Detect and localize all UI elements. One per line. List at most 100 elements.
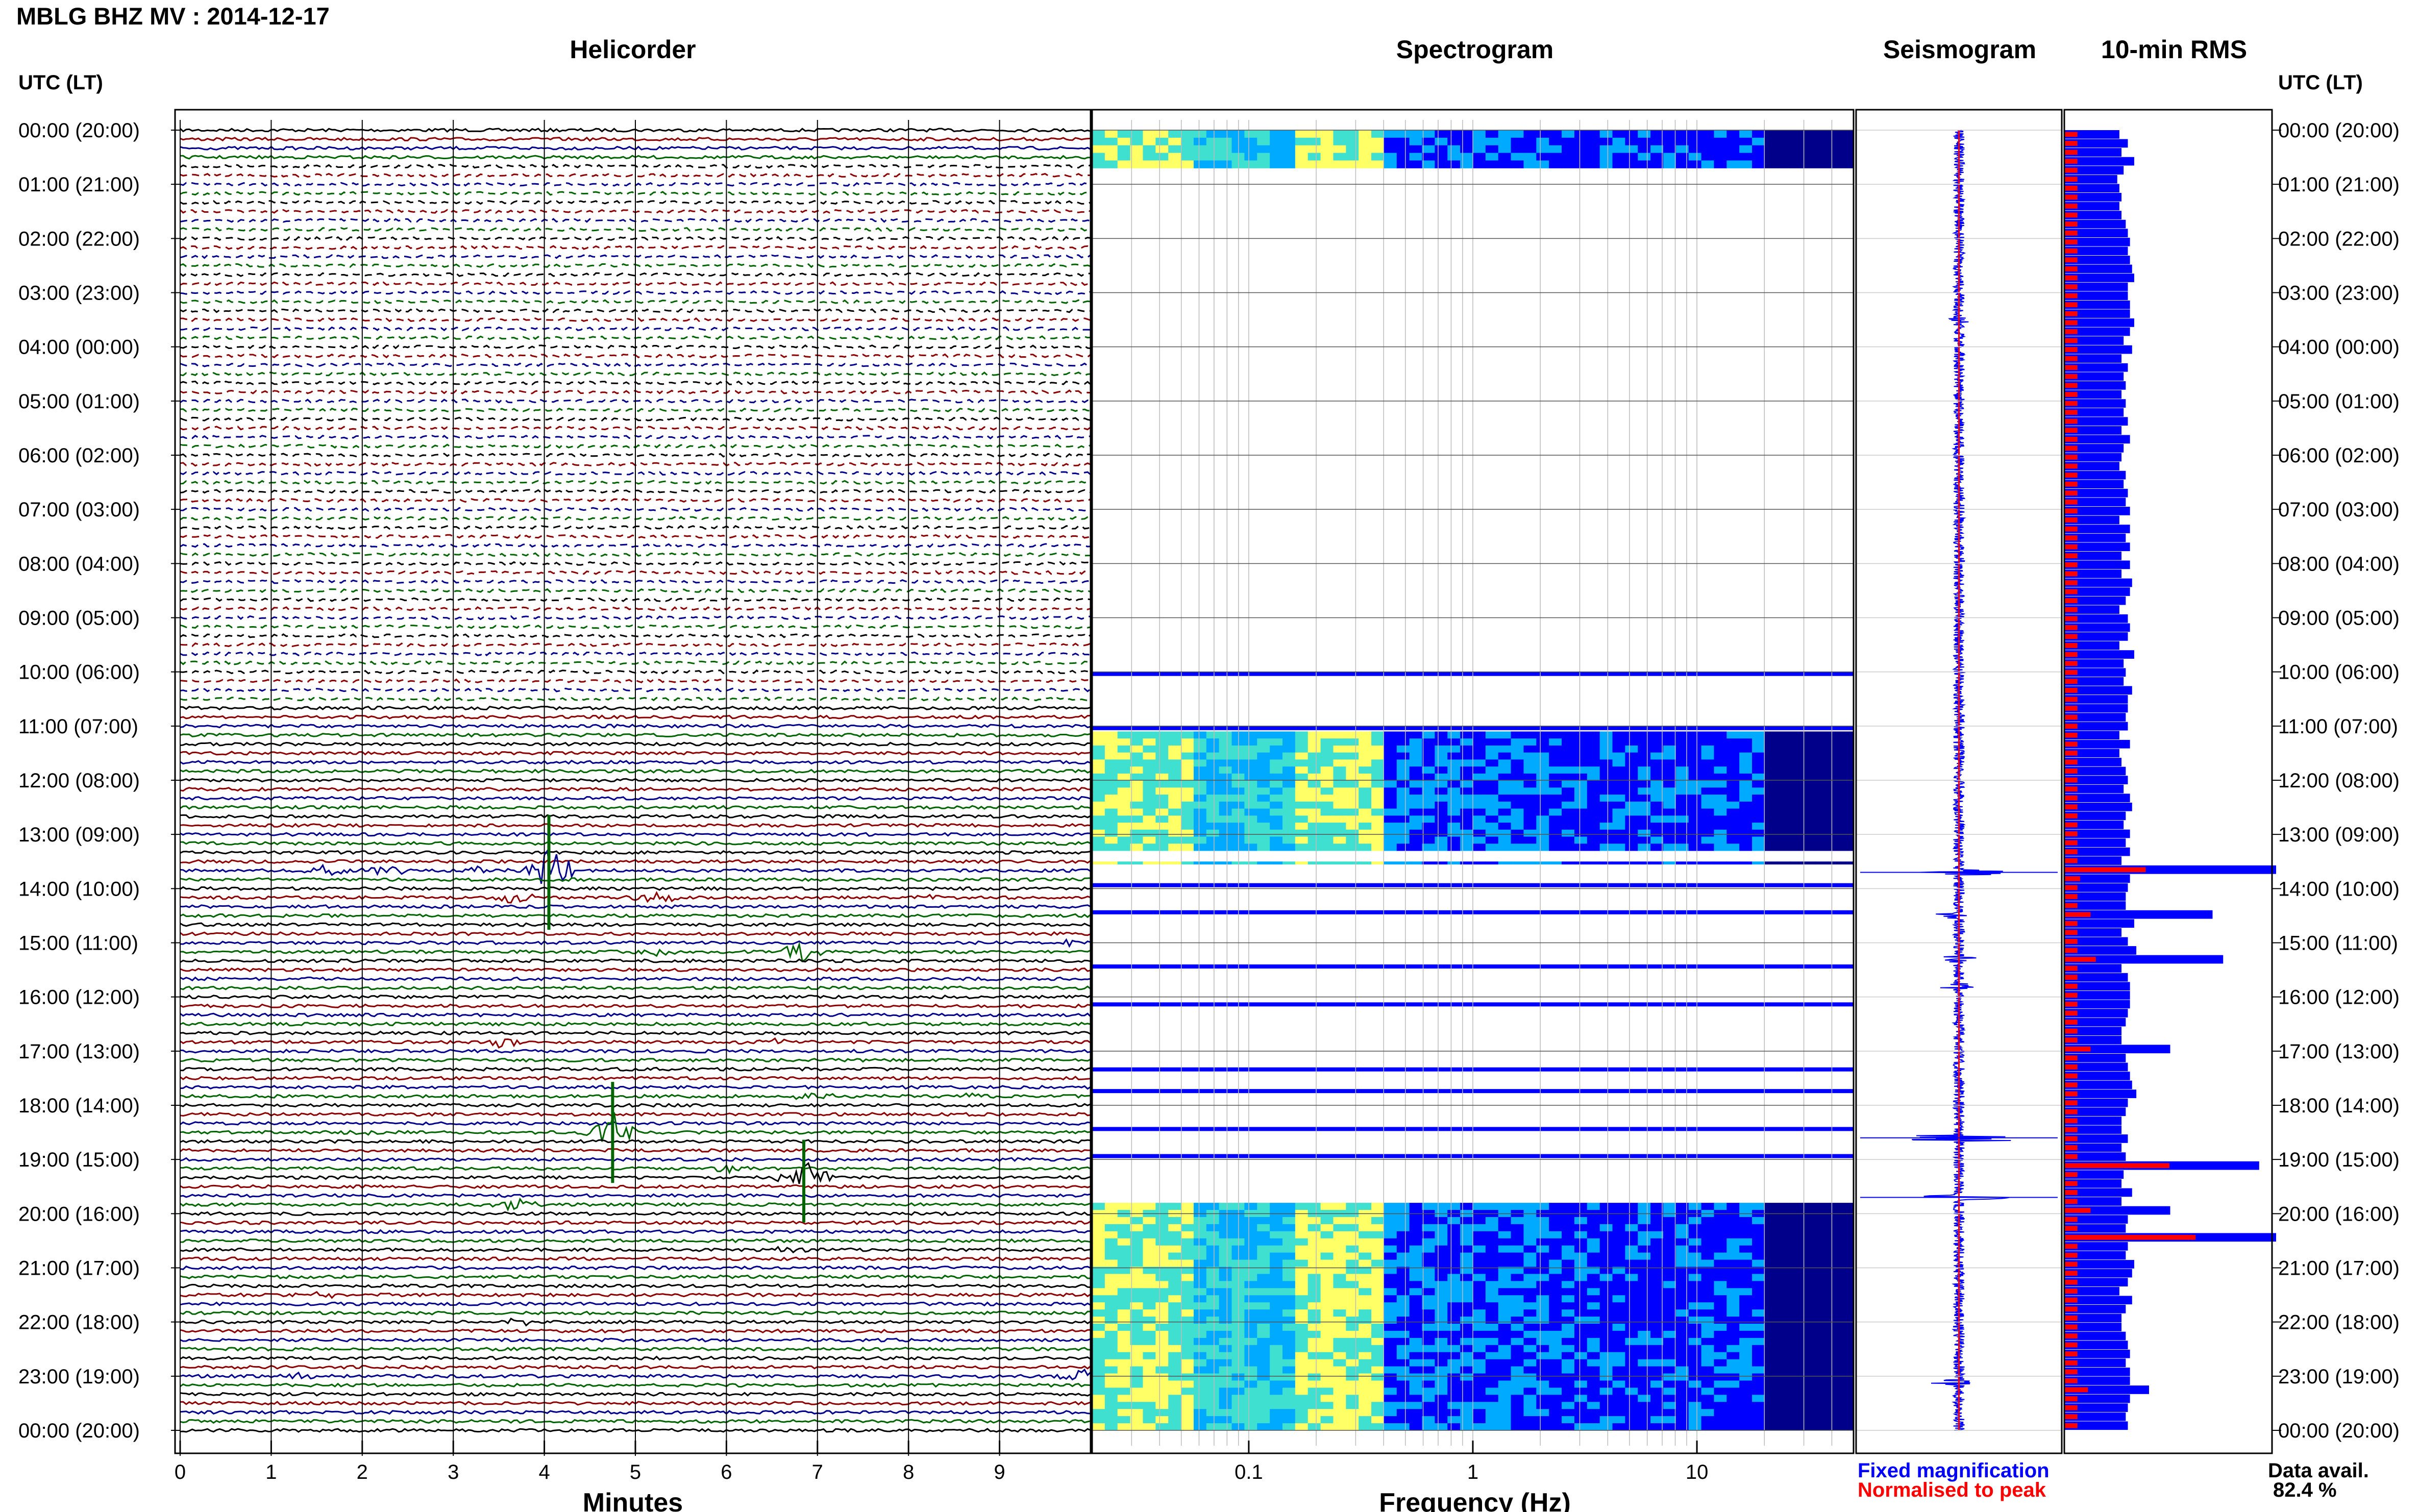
spectrogram-cell bbox=[1473, 1345, 1486, 1353]
spectrogram-cell bbox=[1498, 1245, 1512, 1253]
spectrogram-cell bbox=[1815, 795, 1829, 802]
spectrogram-cell bbox=[1739, 1373, 1752, 1381]
spectrogram-cell bbox=[1295, 1380, 1309, 1388]
spectrogram-cell bbox=[1714, 1317, 1727, 1324]
spectrogram-cell bbox=[1117, 1395, 1131, 1402]
spectrogram-cell bbox=[1777, 759, 1791, 767]
spectrogram-cell bbox=[1625, 1309, 1638, 1317]
spectrogram-cell bbox=[1752, 780, 1765, 788]
spectrogram-cell bbox=[1320, 773, 1334, 781]
spectrogram-tick-label: 0.1 bbox=[1235, 1461, 1263, 1483]
spectrogram-cell bbox=[1650, 787, 1664, 795]
spectrogram-cell bbox=[1257, 1267, 1270, 1274]
spectrogram-cell bbox=[1701, 1323, 1714, 1331]
spectrogram-cell bbox=[1828, 823, 1841, 830]
hour-label-left: 15:00 (11:00) bbox=[18, 932, 138, 955]
spectrogram-cell bbox=[1435, 1352, 1448, 1360]
spectrogram-cell bbox=[1688, 1323, 1702, 1331]
spectrogram-cell bbox=[1257, 1395, 1270, 1402]
spectrogram-cell bbox=[1574, 1238, 1588, 1246]
rms-bar-fixed bbox=[2064, 1269, 2132, 1278]
spectrogram-cell bbox=[1143, 829, 1156, 837]
spectrogram-cell bbox=[1675, 1281, 1689, 1288]
spectrogram-cell bbox=[1562, 745, 1575, 753]
spectrogram-cell bbox=[1523, 795, 1537, 802]
spectrogram-cell bbox=[1815, 861, 1829, 865]
spectrogram-cell bbox=[1599, 1359, 1613, 1367]
spectrogram-cell bbox=[1714, 1238, 1727, 1246]
spectrogram-cell bbox=[1599, 137, 1613, 146]
spectrogram-cell bbox=[1675, 130, 1689, 138]
spectrogram-cell bbox=[1206, 1423, 1220, 1431]
chart-title: MBLG BHZ MV : 2014-12-17 bbox=[16, 3, 330, 30]
spectrogram-cell bbox=[1270, 1416, 1283, 1424]
spectrogram-cell bbox=[1701, 808, 1714, 816]
spectrogram-cell bbox=[1244, 766, 1257, 774]
spectrogram-cell bbox=[1320, 1231, 1334, 1239]
spectrogram-cell bbox=[1244, 1203, 1257, 1210]
spectrogram-cell bbox=[1498, 1252, 1512, 1260]
spectrogram-cell bbox=[1612, 801, 1625, 809]
spectrogram-cell bbox=[1790, 1337, 1804, 1346]
spectrogram-cell bbox=[1663, 766, 1676, 774]
spectrogram-cell bbox=[1257, 137, 1270, 146]
spectrogram-cell bbox=[1752, 801, 1765, 809]
rms-bar-normalised bbox=[2064, 1306, 2078, 1312]
spectrogram-cell bbox=[1790, 1352, 1804, 1360]
spectrogram-cell bbox=[1282, 1217, 1296, 1225]
spectrogram-cell bbox=[1815, 801, 1829, 809]
hour-label-left: 20:00 (16:00) bbox=[18, 1203, 140, 1225]
spectrogram-cell bbox=[1359, 1238, 1372, 1246]
spectrogram-cell bbox=[1498, 1203, 1512, 1210]
spectrogram-cell bbox=[1574, 780, 1588, 788]
spectrogram-cell bbox=[1104, 1387, 1118, 1395]
spectrogram-cell bbox=[1752, 844, 1765, 851]
spectrogram-cell bbox=[1409, 795, 1423, 802]
spectrogram-cell bbox=[1511, 1245, 1524, 1253]
spectrogram-cell bbox=[1549, 1309, 1562, 1317]
spectrogram-cell bbox=[1206, 1252, 1220, 1260]
spectrogram-cell bbox=[1409, 1267, 1423, 1274]
spectrogram-cell bbox=[1270, 815, 1283, 823]
spectrogram-cell bbox=[1155, 795, 1169, 802]
spectrogram-cell bbox=[1117, 823, 1131, 830]
spectrogram-cell bbox=[1675, 1395, 1689, 1402]
spectrogram-cell bbox=[1815, 1259, 1829, 1268]
spectrogram-cell bbox=[1371, 1330, 1385, 1339]
spectrogram-cell bbox=[1257, 738, 1270, 746]
spectrogram-cell bbox=[1498, 137, 1512, 146]
spectrogram-cell bbox=[1359, 153, 1372, 161]
spectrogram-cell bbox=[1612, 829, 1625, 837]
spectrogram-cell bbox=[1828, 1302, 1841, 1310]
spectrogram-cell bbox=[1701, 1295, 1714, 1303]
rms-bar-normalised bbox=[2064, 1100, 2078, 1105]
spectrogram-cell bbox=[1574, 1380, 1588, 1388]
spectrogram-cell bbox=[1777, 1366, 1791, 1374]
spectrogram-cell bbox=[1181, 829, 1194, 837]
spectrogram-cell bbox=[1359, 836, 1372, 844]
spectrogram-cell bbox=[1333, 1224, 1346, 1232]
spectrogram-cell bbox=[1777, 130, 1791, 138]
spectrogram-cell bbox=[1650, 145, 1664, 154]
spectrogram-cell bbox=[1739, 745, 1752, 753]
spectrogram-cell bbox=[1117, 780, 1131, 788]
spectrogram-cell bbox=[1257, 145, 1270, 154]
spectrogram-cell bbox=[1447, 773, 1461, 781]
spectrogram-cell bbox=[1828, 844, 1841, 851]
spectrogram-cell bbox=[1219, 1302, 1232, 1310]
spectrogram-cell bbox=[1841, 823, 1854, 830]
spectrogram-cell bbox=[1536, 1380, 1549, 1388]
spectrogram-cell bbox=[1739, 808, 1752, 816]
spectrogram-cell bbox=[1409, 1252, 1423, 1260]
spectrogram-cell bbox=[1574, 1366, 1588, 1374]
spectrogram-cell bbox=[1650, 823, 1664, 830]
spectrogram-cell bbox=[1587, 1323, 1600, 1331]
spectrogram-cell bbox=[1764, 815, 1778, 823]
spectrogram-cell bbox=[1435, 1366, 1448, 1374]
spectrogram-cell bbox=[1206, 1274, 1220, 1281]
spectrogram-cell bbox=[1092, 1317, 1105, 1324]
spectrogram-cell bbox=[1752, 1395, 1765, 1402]
spectrogram-cell bbox=[1155, 808, 1169, 816]
spectrogram-cell bbox=[1764, 1330, 1778, 1339]
spectrogram-cell bbox=[1117, 836, 1131, 844]
